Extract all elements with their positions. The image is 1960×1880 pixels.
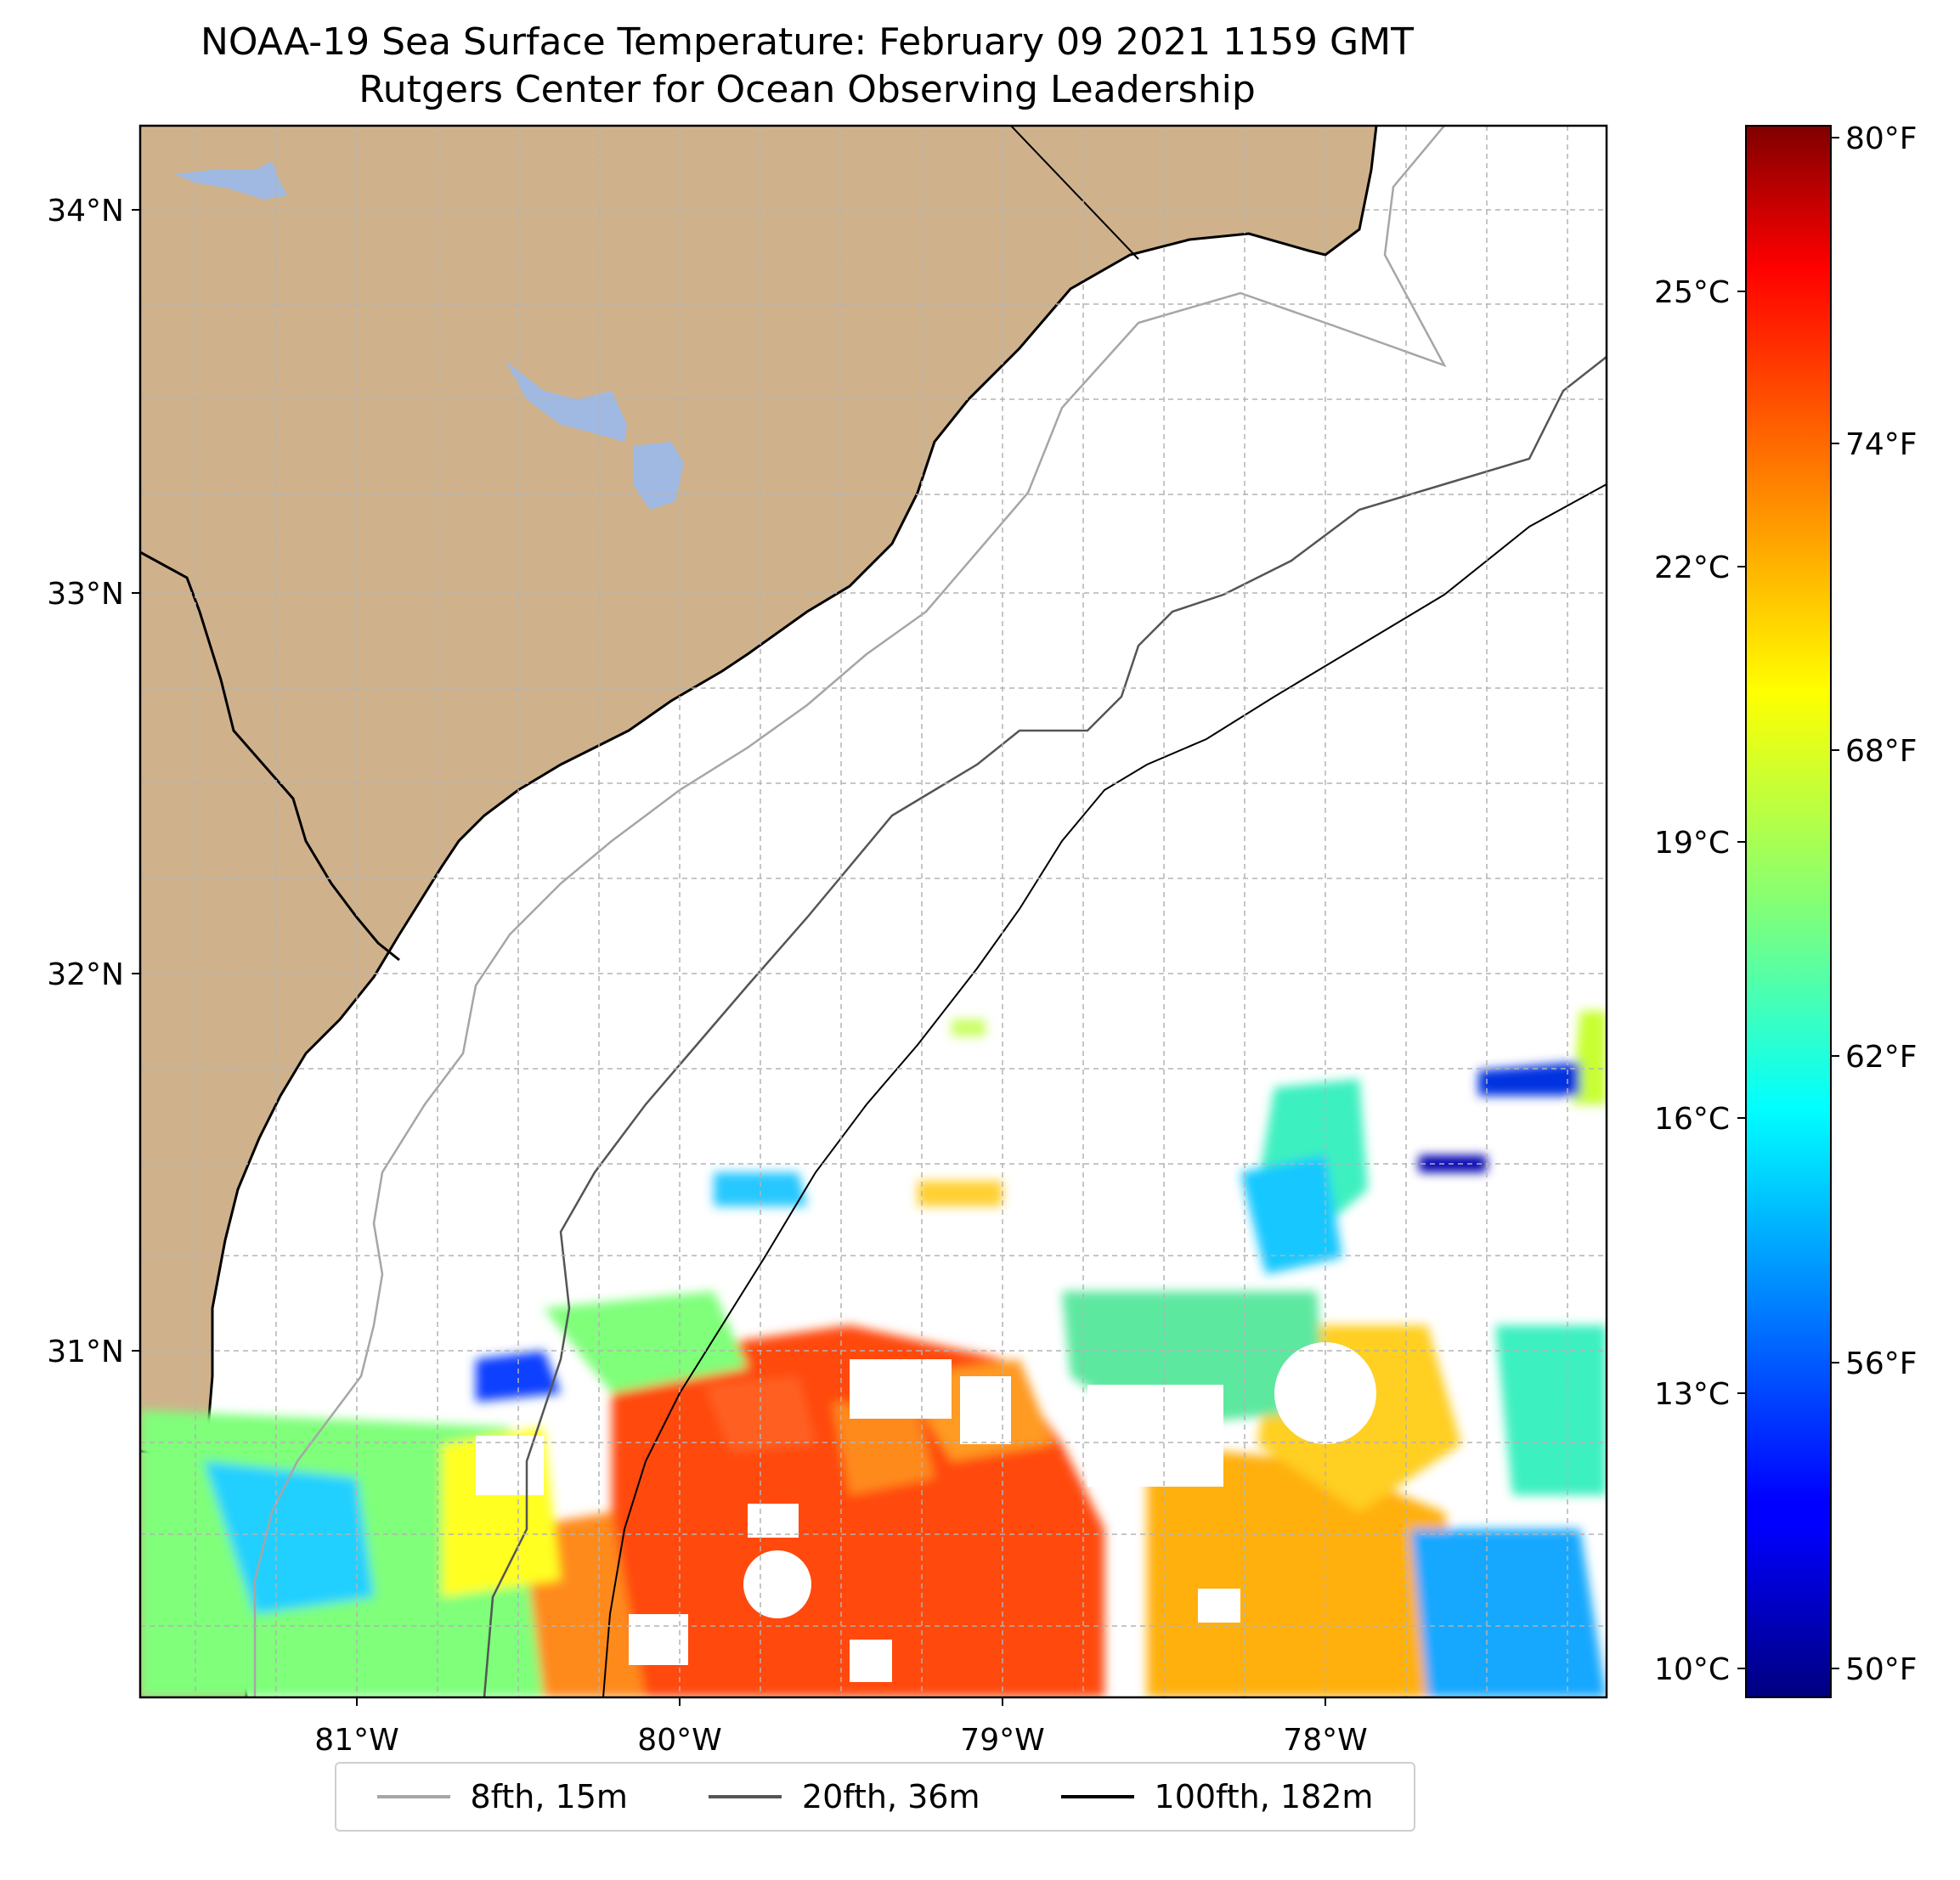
map-title: NOAA-19 Sea Surface Temperature: Februar… — [201, 20, 1414, 64]
f-label-74: 74°F — [1845, 427, 1918, 462]
axis-ticks — [132, 209, 1326, 1706]
state-border — [1010, 126, 1139, 260]
graticule — [140, 126, 1607, 1697]
f-label-56: 56°F — [1845, 1346, 1918, 1381]
lat-labels: 34°N 33°N 32°N 31°N — [47, 194, 124, 1369]
map-subtitle: Rutgers Center for Ocean Observing Leade… — [359, 68, 1256, 111]
f-label-50: 50°F — [1845, 1652, 1918, 1687]
f-label-80: 80°F — [1845, 121, 1918, 156]
map-frame — [138, 124, 1608, 1699]
fahrenheit-labels: 80°F 74°F 68°F 62°F 56°F 50°F — [1845, 121, 1918, 1687]
lat-label-34: 34°N — [47, 194, 124, 229]
lat-label-32: 32°N — [47, 957, 124, 992]
c-label-25: 25°C — [1654, 275, 1730, 310]
lon-label-80: 80°W — [637, 1723, 721, 1758]
legend-item-20fth: 20fth, 36m — [708, 1778, 980, 1815]
colorbar — [1745, 125, 1832, 1698]
land-mass — [140, 126, 1376, 1697]
river-border — [140, 550, 400, 962]
legend-item-100fth: 100fth, 182m — [1060, 1778, 1374, 1815]
legend-label-8fth: 8fth, 15m — [470, 1778, 628, 1815]
isobath-20fth — [483, 356, 1607, 1697]
c-label-10: 10°C — [1654, 1652, 1730, 1687]
celsius-labels: 25°C 22°C 19°C 16°C 13°C 10°C — [1654, 275, 1730, 1687]
legend-swatch-100fth — [1060, 1795, 1134, 1798]
legend-swatch-20fth — [708, 1795, 782, 1798]
legend-swatch-8fth — [376, 1795, 450, 1798]
isobath-legend: 8fth, 15m 20fth, 36m 100fth, 182m — [335, 1762, 1415, 1832]
lon-label-78: 78°W — [1283, 1723, 1367, 1758]
lake-north — [174, 161, 287, 200]
isobath-100fth — [602, 483, 1607, 1697]
lon-labels: 81°W 80°W 79°W 78°W — [314, 1723, 1367, 1758]
sst-field — [140, 1011, 1607, 1697]
lon-label-79: 79°W — [960, 1723, 1044, 1758]
lake-moultrie — [633, 442, 684, 510]
lake-marion — [506, 361, 627, 442]
f-label-68: 68°F — [1845, 734, 1918, 769]
coastline — [206, 126, 1378, 1697]
c-label-13: 13°C — [1654, 1377, 1730, 1412]
lat-label-33: 33°N — [47, 577, 124, 612]
colorbar-ticks — [1737, 137, 1839, 1669]
c-label-19: 19°C — [1654, 826, 1730, 861]
legend-label-20fth: 20fth, 36m — [801, 1778, 980, 1815]
f-label-62: 62°F — [1845, 1040, 1918, 1075]
lon-label-81: 81°W — [314, 1723, 398, 1758]
legend-item-8fth: 8fth, 15m — [376, 1778, 628, 1815]
legend-label-100fth: 100fth, 182m — [1154, 1778, 1374, 1815]
c-label-16: 16°C — [1654, 1102, 1730, 1137]
cloud-gaps — [476, 1342, 1376, 1682]
isobath-8fth — [253, 126, 1447, 1697]
c-label-22: 22°C — [1654, 550, 1730, 585]
lat-label-31: 31°N — [47, 1335, 124, 1369]
